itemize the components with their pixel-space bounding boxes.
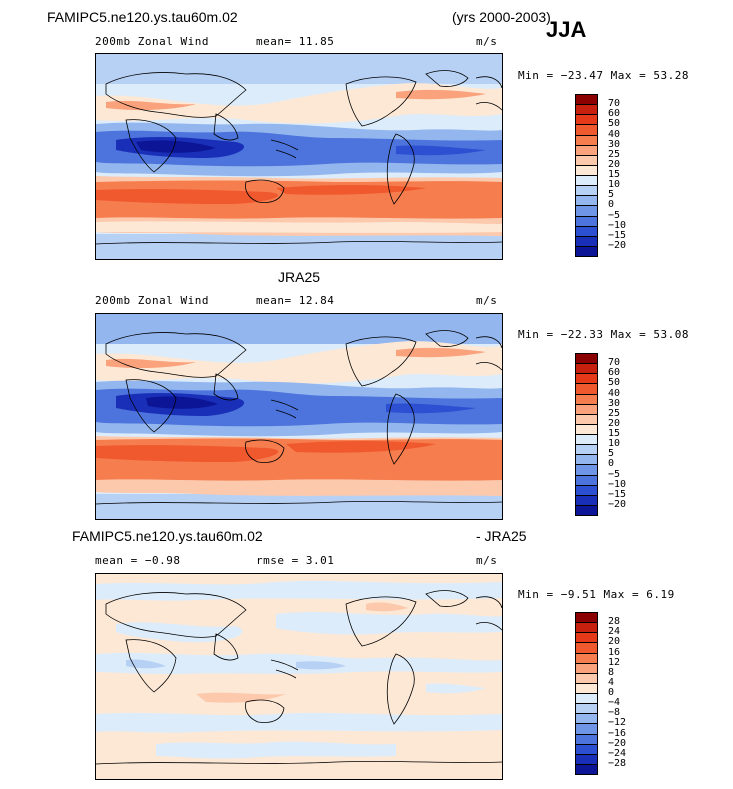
colorbar-swatch: [575, 504, 598, 516]
colorbar-tick-label: 0: [608, 687, 615, 698]
colorbar-tick-label: 20: [608, 417, 621, 429]
panel3-rmse: rmse = 3.01: [256, 554, 335, 567]
colorbar-swatch: [575, 245, 598, 257]
colorbar-tick-label: −15: [608, 488, 627, 500]
colorbar-tick-label: −10: [608, 478, 627, 490]
colorbar-tick-label: 10: [608, 179, 621, 191]
colorbar-tick-label: −5: [608, 209, 621, 221]
panel2-units: m/s: [476, 294, 498, 307]
panel1-map: [95, 53, 503, 260]
panel2-minmax: Min = −22.33 Max = 53.08: [518, 328, 689, 341]
panel2-field-label: 200mb Zonal Wind: [95, 294, 209, 307]
case-title: FAMIPC5.ne120.ys.tau60m.02: [47, 9, 238, 25]
colorbar-tick-label: 25: [608, 148, 621, 160]
colorbar-tick-label: 0: [608, 199, 615, 211]
colorbar-tick-label: 30: [608, 138, 621, 150]
panel3-map: [95, 573, 503, 780]
colorbar-tick-label: 20: [608, 636, 621, 648]
colorbar-swatch: [575, 763, 598, 775]
colorbar-tick-label: −5: [608, 468, 621, 480]
panel3-title-right: - JRA25: [476, 528, 527, 544]
colorbar-tick-label: 70: [608, 357, 621, 369]
colorbar-tick-label: 25: [608, 407, 621, 419]
years-label: (yrs 2000-2003): [452, 9, 551, 25]
colorbar-tick-label: −10: [608, 219, 627, 231]
season-label: JJA: [546, 17, 587, 42]
panel3-title-left: FAMIPC5.ne120.ys.tau60m.02: [72, 528, 263, 544]
colorbar-tick-label: 10: [608, 438, 621, 450]
colorbar-tick-label: 4: [608, 676, 615, 688]
colorbar-tick-label: 60: [608, 367, 621, 379]
colorbar-tick-label: 12: [608, 656, 621, 668]
colorbar-tick-label: −15: [608, 229, 627, 241]
colorbar-tick-label: 50: [608, 377, 621, 389]
colorbar-tick-label: 50: [608, 118, 621, 130]
colorbar-tick-label: 0: [608, 458, 615, 470]
colorbar-tick-label: −28: [608, 757, 627, 769]
panel2-map: [95, 313, 503, 520]
panel1-mean: mean= 11.85: [256, 35, 335, 48]
colorbar-tick-label: −8: [608, 707, 621, 719]
panel3-units: m/s: [476, 554, 498, 567]
colorbar-tick-label: 16: [608, 646, 621, 658]
colorbar-tick-label: −20: [608, 498, 627, 510]
colorbar-tick-label: 30: [608, 397, 621, 409]
colorbar-tick-label: −4: [608, 697, 621, 709]
colorbar-tick-label: 24: [608, 626, 621, 638]
colorbar-tick-label: −16: [608, 727, 627, 739]
panel1-units: m/s: [476, 35, 498, 48]
panel2-colorbar: 70 60 50 40 30 25 20 15 10 5 0 −5 −10 −15 −20: [575, 353, 655, 516]
colorbar-tick-label: 15: [608, 428, 621, 439]
panel2-mean: mean= 12.84: [256, 294, 335, 307]
colorbar-tick-label: 15: [608, 169, 621, 180]
panel3-colorbar: 28 24 20 16 12 8 4 0 −4 −8 −12 −16 −20 −24 −28: [575, 612, 655, 775]
panel1-minmax: Min = −23.47 Max = 53.28: [518, 69, 689, 82]
panel3-mean: mean = −0.98: [95, 554, 181, 567]
colorbar-tick-label: −12: [608, 717, 627, 729]
panel1-colorbar: 70 60 50 40 30 25 20 15 10 5 0 −5 −10 −15 −20: [575, 94, 655, 257]
colorbar-tick-label: 8: [608, 666, 615, 678]
colorbar-tick-label: 40: [608, 387, 621, 399]
colorbar-tick-label: 28: [608, 616, 621, 628]
colorbar-tick-label: −20: [608, 737, 627, 749]
colorbar-tick-label: 5: [608, 189, 615, 201]
colorbar-tick-label: −20: [608, 239, 627, 251]
panel2-title: JRA25: [278, 269, 321, 285]
colorbar-tick-label: 20: [608, 158, 621, 170]
panel1-field-label: 200mb Zonal Wind: [95, 35, 209, 48]
colorbar-tick-label: −24: [608, 747, 627, 759]
colorbar-tick-label: 60: [608, 108, 621, 120]
panel3-minmax: Min = −9.51 Max = 6.19: [518, 588, 675, 601]
colorbar-tick-label: 5: [608, 448, 615, 460]
colorbar-tick-label: 70: [608, 98, 621, 110]
colorbar-tick-label: 40: [608, 128, 621, 140]
